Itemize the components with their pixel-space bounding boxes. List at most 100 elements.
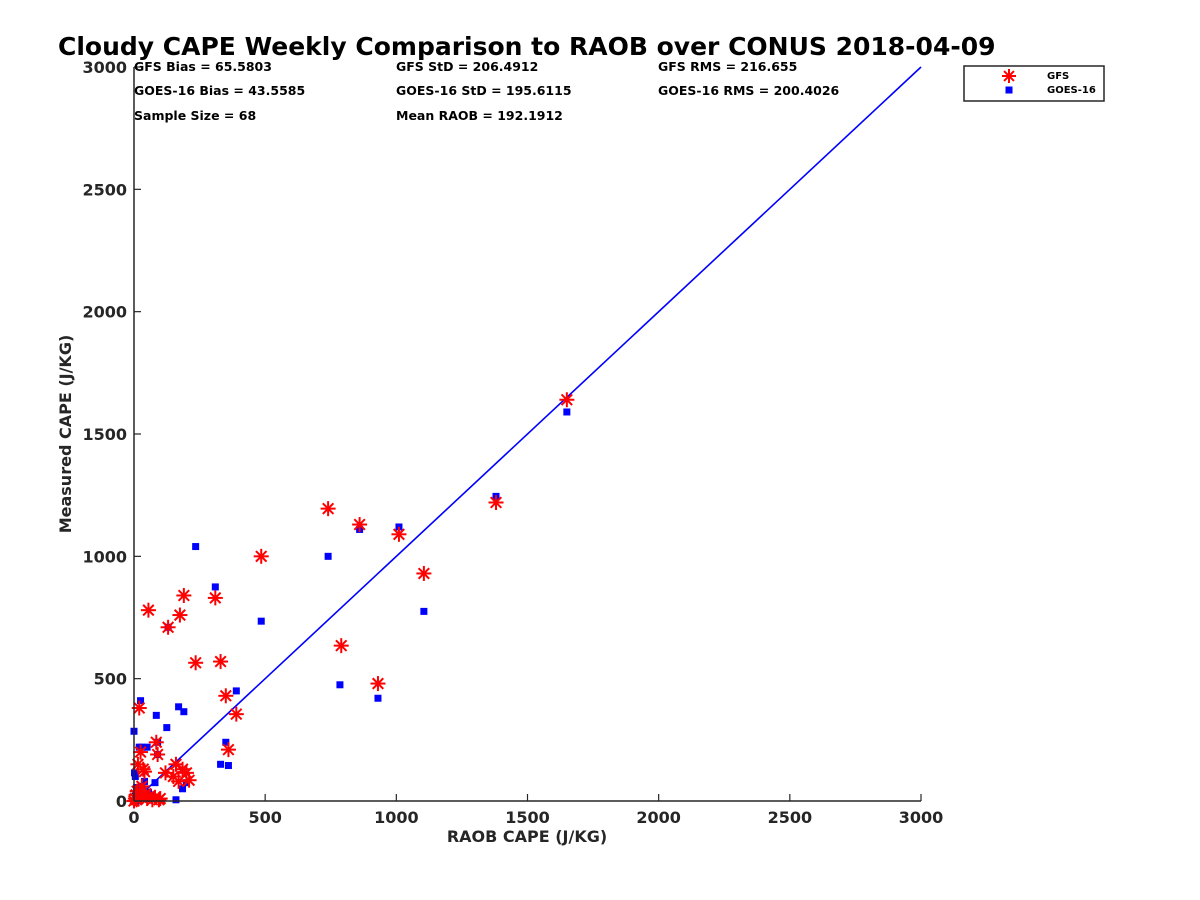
- goes16-point: [336, 681, 344, 689]
- goes16-point: [217, 760, 225, 768]
- gfs-point-stroke: [151, 748, 164, 761]
- gfs-point: [172, 607, 188, 623]
- gfs-point: [391, 526, 407, 542]
- goes16-point: [143, 743, 151, 751]
- x-axis-label: RAOB CAPE (J/KG): [447, 827, 607, 846]
- gfs-point-stroke: [490, 496, 503, 509]
- gfs-point-stroke: [173, 609, 186, 622]
- goes16-point: [192, 543, 200, 551]
- gfs-point: [218, 688, 234, 704]
- gfs-point-stroke: [162, 621, 175, 634]
- legend-gfs-marker: [1002, 69, 1016, 83]
- gfs-point-stroke: [134, 746, 147, 759]
- x-tick-label: 500: [248, 808, 281, 827]
- gfs-point-stroke: [392, 528, 405, 541]
- y-tick-label: 0: [116, 792, 127, 811]
- x-tick-label: 1500: [505, 808, 550, 827]
- gfs-point: [352, 517, 368, 533]
- gfs-point: [140, 602, 156, 618]
- goes16-point: [151, 779, 159, 787]
- goes16-point: [222, 738, 230, 746]
- goes16-point: [563, 408, 571, 416]
- goes16-point: [324, 552, 332, 560]
- gfs-point-stroke: [335, 639, 348, 652]
- stat-goes-bias: GOES-16 Bias = 43.5585: [134, 83, 305, 98]
- stat-gfs-bias: GFS Bias = 65.5803: [134, 59, 272, 74]
- gfs-point-stroke: [560, 393, 573, 406]
- goes16-point: [179, 785, 187, 793]
- y-tick-label: 3000: [82, 58, 127, 77]
- chart-title: Cloudy CAPE Weekly Comparison to RAOB ov…: [58, 32, 996, 61]
- gfs-point-stroke: [255, 550, 268, 563]
- gfs-point: [370, 676, 386, 692]
- legend-gfs-label: GFS: [1047, 71, 1069, 82]
- goes16-point: [163, 724, 171, 732]
- y-axis-label: Measured CAPE (J/KG): [56, 335, 75, 534]
- goes16-point: [420, 607, 428, 615]
- goes16-point: [152, 711, 160, 719]
- gfs-point: [168, 756, 184, 772]
- gfs-point: [160, 619, 176, 635]
- gfs-point: [220, 742, 236, 758]
- reference-line-layer: [133, 66, 922, 802]
- gfs-point-stroke: [135, 780, 148, 793]
- gfs-point-stroke: [177, 589, 190, 602]
- y-ticks: 0 500 1000 1500 2000 2500 3000: [82, 58, 141, 811]
- gfs-point-stroke: [322, 502, 335, 515]
- goes16-point: [211, 583, 219, 591]
- gfs-point: [213, 654, 229, 670]
- gfs-point: [488, 495, 504, 511]
- stat-gfs-std: GFS StD = 206.4912: [396, 59, 538, 74]
- goes16-point: [180, 708, 188, 716]
- stat-goes-rms: GOES-16 RMS = 200.4026: [658, 83, 840, 98]
- gfs-point: [228, 706, 244, 722]
- gfs-point: [171, 773, 187, 789]
- legend-gfs-asterisk: [1002, 69, 1016, 83]
- gfs-point-stroke: [371, 677, 384, 690]
- legend-gfs-asterisk-stroke: [1003, 70, 1015, 82]
- stat-gfs-rms: GFS RMS = 216.655: [658, 59, 797, 74]
- x-tick-label: 2500: [768, 808, 813, 827]
- gfs-point-stroke: [138, 765, 151, 778]
- gfs-point: [152, 791, 168, 807]
- gfs-point: [150, 747, 166, 763]
- data-points-layer: [126, 392, 575, 809]
- gfs-point: [136, 764, 152, 780]
- goes16-point: [140, 777, 148, 785]
- gfs-point-stroke: [180, 766, 193, 779]
- gfs-point: [416, 565, 432, 581]
- legend: GFS GOES-16: [963, 65, 1105, 102]
- gfs-point-stroke: [417, 567, 430, 580]
- y-tick-label: 2500: [82, 180, 127, 199]
- legend-goes-square: [1005, 86, 1013, 94]
- stat-mean-raob: Mean RAOB = 192.1912: [396, 108, 563, 123]
- stat-goes-std: GOES-16 StD = 195.6115: [396, 83, 572, 98]
- one-to-one-line: [133, 66, 922, 802]
- gfs-point-stroke: [219, 689, 232, 702]
- goes16-point: [224, 762, 232, 770]
- x-tick-label: 0: [128, 808, 139, 827]
- gfs-point: [148, 734, 164, 750]
- goes16-point: [232, 687, 240, 695]
- x-tick-label: 1000: [374, 808, 419, 827]
- gfs-point: [320, 501, 336, 517]
- goes16-point: [172, 796, 180, 804]
- legend-goes-label: GOES-16: [1047, 85, 1096, 96]
- goes16-point: [257, 617, 265, 625]
- goes16-point: [175, 703, 183, 711]
- gfs-point-stroke: [353, 518, 366, 531]
- gfs-point: [559, 392, 575, 408]
- gfs-point-stroke: [169, 758, 182, 771]
- gfs-point: [181, 772, 197, 788]
- y-tick-label: 500: [94, 670, 127, 689]
- goes16-point: [131, 773, 139, 781]
- gfs-point: [133, 744, 149, 760]
- gfs-point-stroke: [230, 708, 243, 721]
- gfs-point-stroke: [214, 655, 227, 668]
- gfs-point: [253, 548, 269, 564]
- gfs-point: [207, 590, 223, 606]
- gfs-point-stroke: [159, 766, 172, 779]
- x-ticks: 0 500 1000 1500 2000 2500 3000: [128, 794, 943, 827]
